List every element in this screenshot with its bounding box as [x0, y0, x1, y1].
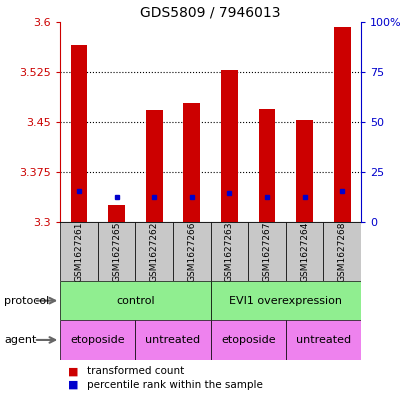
Bar: [259, 109, 276, 222]
FancyBboxPatch shape: [211, 320, 286, 360]
Text: ■: ■: [68, 380, 79, 390]
Bar: [146, 110, 163, 222]
FancyBboxPatch shape: [286, 320, 361, 360]
Text: agent: agent: [4, 335, 37, 345]
Bar: [71, 45, 88, 222]
FancyBboxPatch shape: [98, 222, 135, 281]
Text: untreated: untreated: [296, 335, 351, 345]
FancyBboxPatch shape: [211, 222, 248, 281]
Text: etoposide: etoposide: [71, 335, 125, 345]
Text: untreated: untreated: [145, 335, 200, 345]
FancyBboxPatch shape: [211, 281, 361, 320]
Bar: [108, 205, 125, 222]
FancyBboxPatch shape: [248, 222, 286, 281]
Text: GSM1627261: GSM1627261: [74, 221, 83, 282]
Text: control: control: [116, 296, 155, 306]
FancyBboxPatch shape: [173, 222, 211, 281]
Bar: [183, 103, 200, 222]
Text: GSM1627263: GSM1627263: [225, 221, 234, 282]
Text: GSM1627266: GSM1627266: [187, 221, 196, 282]
Text: transformed count: transformed count: [87, 366, 184, 376]
Text: percentile rank within the sample: percentile rank within the sample: [87, 380, 263, 390]
FancyBboxPatch shape: [135, 222, 173, 281]
Text: GSM1627267: GSM1627267: [263, 221, 271, 282]
Bar: [296, 121, 313, 222]
Text: ■: ■: [68, 366, 79, 376]
Title: GDS5809 / 7946013: GDS5809 / 7946013: [140, 5, 281, 19]
Text: GSM1627262: GSM1627262: [150, 221, 159, 282]
Bar: [334, 27, 351, 222]
FancyBboxPatch shape: [60, 222, 98, 281]
Text: etoposide: etoposide: [221, 335, 276, 345]
FancyBboxPatch shape: [135, 320, 211, 360]
Text: EVI1 overexpression: EVI1 overexpression: [229, 296, 342, 306]
FancyBboxPatch shape: [323, 222, 361, 281]
Bar: [221, 70, 238, 222]
Text: GSM1627264: GSM1627264: [300, 221, 309, 282]
FancyBboxPatch shape: [60, 320, 135, 360]
FancyBboxPatch shape: [60, 281, 211, 320]
Text: protocol: protocol: [4, 296, 49, 306]
FancyBboxPatch shape: [286, 222, 323, 281]
Text: GSM1627268: GSM1627268: [338, 221, 347, 282]
Text: GSM1627265: GSM1627265: [112, 221, 121, 282]
